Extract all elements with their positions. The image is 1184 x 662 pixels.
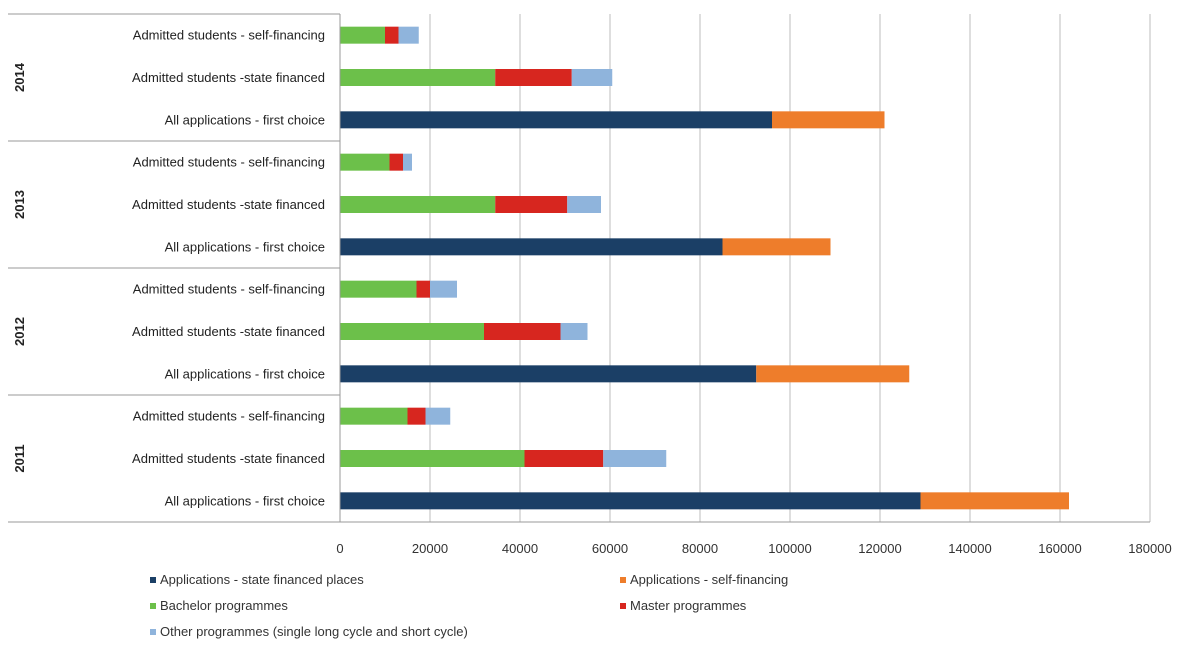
- bar-segment: [722, 238, 831, 256]
- x-tick-label: 40000: [502, 541, 538, 556]
- category-label: All applications - first choice: [165, 493, 325, 508]
- grid-lines: [429, 14, 1151, 522]
- bar-segment: [385, 26, 399, 44]
- bar-segment: [340, 26, 385, 44]
- category-label: All applications - first choice: [165, 239, 325, 254]
- bar-segment: [571, 69, 613, 86]
- legend-swatch: [150, 576, 156, 583]
- bar-segment: [567, 196, 601, 213]
- bar-segment: [772, 111, 885, 129]
- x-tick-label: 60000: [592, 541, 628, 556]
- category-label: All applications - first choice: [165, 366, 325, 381]
- bar-segment: [340, 153, 390, 171]
- bar-segment: [403, 153, 412, 171]
- legend-swatch: [150, 602, 156, 609]
- bar-segment: [340, 238, 723, 256]
- legend-item: Master programmes: [620, 598, 746, 613]
- category-label: Admitted students - self-financing: [133, 409, 325, 424]
- bar-segment: [484, 323, 561, 340]
- legend-item: Other programmes (single long cycle and …: [150, 624, 468, 639]
- group-label: 2011: [12, 444, 27, 472]
- legend-label: Applications - self-financing: [630, 572, 789, 587]
- category-label: All applications - first choice: [165, 112, 325, 127]
- bar-segment: [340, 492, 921, 510]
- bar-segment: [340, 365, 757, 383]
- category-label: Admitted students -state financed: [132, 324, 325, 339]
- x-tick-label: 100000: [768, 541, 811, 556]
- x-tick-label: 20000: [412, 541, 448, 556]
- bar-segment: [398, 26, 419, 44]
- bar-segment: [340, 407, 408, 425]
- bars: [340, 26, 1069, 510]
- x-tick-label: 140000: [948, 541, 991, 556]
- legend-label: Other programmes (single long cycle and …: [160, 624, 468, 639]
- legend-item: Bachelor programmes: [150, 598, 288, 613]
- x-tick-label: 180000: [1128, 541, 1171, 556]
- bar-segment: [603, 450, 667, 467]
- group-label: 2014: [12, 62, 27, 92]
- bar-segment: [340, 280, 417, 298]
- bar-segment: [560, 323, 588, 340]
- x-tick-label: 0: [336, 541, 343, 556]
- bar-segment: [430, 280, 457, 298]
- x-tick-label: 120000: [858, 541, 901, 556]
- category-labels: Admitted students - self-financing Admitt…: [8, 13, 340, 523]
- category-label: Admitted students -state financed: [132, 197, 325, 212]
- category-label: Admitted students - self-financing: [133, 28, 325, 43]
- bar-segment: [389, 153, 403, 171]
- bar-segment: [495, 196, 568, 213]
- x-tick-label: 80000: [682, 541, 718, 556]
- legend: Applications - state financed places Appl…: [150, 572, 1050, 662]
- group-label: 2012: [12, 317, 27, 346]
- bar-segment: [340, 69, 496, 86]
- bar-segment: [416, 280, 430, 298]
- legend-swatch: [620, 602, 626, 609]
- bar-segment: [340, 323, 484, 340]
- bar-segment: [340, 450, 525, 467]
- bar-segment: [495, 69, 572, 86]
- bar-segment: [425, 407, 451, 425]
- bar-segment: [756, 365, 910, 383]
- legend-label: Bachelor programmes: [160, 598, 288, 613]
- legend-item: Applications - state financed places: [150, 572, 364, 587]
- bar-segment: [407, 407, 426, 425]
- bar-segment: [340, 196, 496, 213]
- x-axis: 0 20000 40000 60000 80000 100000 120000 140000 1…: [336, 14, 1172, 556]
- category-label: Admitted students - self-financing: [133, 155, 325, 170]
- group-label: 2013: [12, 190, 27, 219]
- legend-swatch: [150, 628, 156, 635]
- legend-swatch: [620, 576, 626, 583]
- legend-item: Applications - self-financing: [620, 572, 788, 587]
- legend-label: Applications - state financed places: [160, 572, 364, 587]
- category-label: Admitted students -state financed: [132, 451, 325, 466]
- x-tick-label: 160000: [1038, 541, 1081, 556]
- bar-segment: [524, 450, 604, 467]
- category-label: Admitted students - self-financing: [133, 282, 325, 297]
- bar-segment: [920, 492, 1069, 510]
- legend-label: Master programmes: [630, 598, 747, 613]
- category-label: Admitted students -state financed: [132, 70, 325, 85]
- bar-segment: [340, 111, 772, 129]
